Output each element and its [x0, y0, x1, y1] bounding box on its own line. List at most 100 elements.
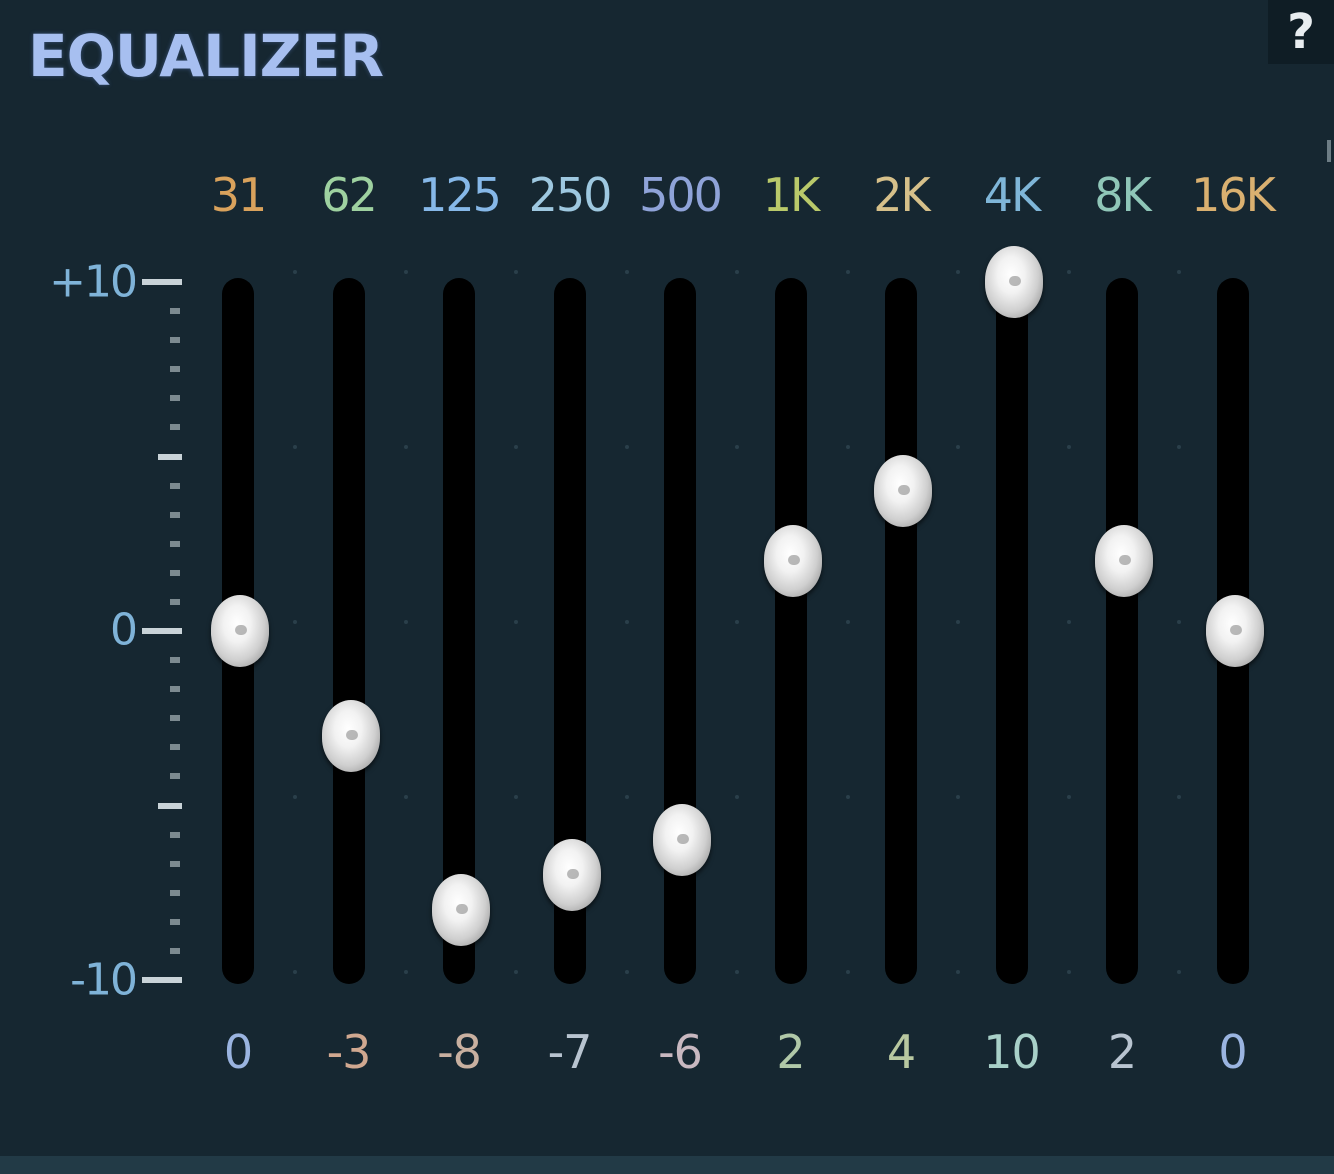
band-freq-label: 62 [321, 168, 378, 222]
grid-dot [293, 620, 298, 624]
scale-mid-tick [158, 453, 182, 460]
scale-minor-tick [170, 511, 180, 518]
band-freq-label: 500 [639, 168, 723, 222]
band-freq-label: 250 [528, 168, 613, 222]
grid-dot [403, 445, 408, 449]
grid-dot [1177, 795, 1182, 799]
grid-dot [514, 795, 519, 799]
grid-dot [624, 270, 629, 274]
grid-dot [624, 620, 629, 624]
grid-dot [1066, 620, 1071, 624]
scale-mid-tick [158, 802, 182, 809]
grid-dot [735, 795, 740, 799]
band-freq-label: 16K [1191, 168, 1276, 222]
band-value-label: 0 [1218, 1025, 1247, 1079]
grid-dot [956, 795, 961, 799]
band-slider-track[interactable] [885, 278, 917, 984]
scale-minor-tick [170, 773, 180, 780]
grid-dot [956, 270, 961, 274]
band-freq-label: 4K [983, 168, 1041, 222]
scale-minor-tick [170, 540, 180, 547]
grid-dot [624, 795, 629, 799]
scale-minor-tick [170, 831, 180, 838]
scale-major-tick [142, 628, 182, 634]
band-slider-knob[interactable] [763, 525, 822, 598]
grid-dot [293, 270, 298, 274]
band-freq-label: 2K [873, 168, 930, 222]
grid-dot [1177, 445, 1182, 449]
scale-minor-tick [170, 657, 180, 664]
bottom-bar [0, 1156, 1334, 1174]
grid-dot [624, 970, 629, 974]
band-value-label: -6 [658, 1025, 703, 1079]
band-value-label: -7 [547, 1025, 593, 1079]
grid-dot [1177, 270, 1182, 274]
db-label-min: -10 [70, 954, 138, 1006]
band-slider-knob[interactable] [432, 874, 490, 947]
equalizer-title: EQUALIZER [28, 22, 384, 90]
band-freq-label: 1K [762, 168, 820, 222]
grid-dot [403, 970, 408, 974]
grid-dot [1177, 970, 1182, 974]
scale-minor-tick [170, 947, 180, 954]
db-label-zero: 0 [110, 604, 138, 656]
scale-minor-tick [170, 308, 180, 315]
grid-dot [845, 270, 850, 274]
band-freq-label: 31 [210, 168, 268, 222]
grid-dot [845, 620, 850, 624]
grid-dot [735, 970, 740, 974]
scale-minor-tick [170, 715, 180, 722]
scale-minor-tick [170, 744, 180, 751]
band-slider-knob[interactable] [542, 839, 601, 912]
band-value-label: 10 [983, 1025, 1041, 1079]
scale-major-tick [142, 977, 182, 983]
scale-minor-tick [170, 598, 180, 605]
help-button[interactable]: ? [1268, 0, 1334, 64]
grid-dot [293, 445, 298, 449]
band-slider-track[interactable] [443, 278, 475, 984]
grid-dot [514, 970, 519, 974]
band-value-label: 2 [776, 1025, 805, 1079]
band-slider-track[interactable] [664, 278, 696, 984]
band-slider-knob[interactable] [874, 455, 932, 528]
band-slider-knob[interactable] [1205, 595, 1264, 667]
band-slider-track[interactable] [995, 278, 1028, 984]
band-value-label: -3 [326, 1025, 372, 1079]
grid-dot [1066, 970, 1071, 974]
scale-minor-tick [170, 337, 180, 344]
scale-minor-tick [170, 889, 180, 896]
scale-minor-tick [170, 395, 180, 402]
grid-dot [845, 795, 850, 799]
scale-minor-tick [170, 366, 180, 373]
grid-dot [514, 445, 519, 449]
grid-dot [1066, 795, 1071, 799]
grid-dot [514, 620, 519, 624]
band-slider-track[interactable] [332, 278, 365, 984]
grid-dot [403, 270, 408, 274]
band-slider-knob[interactable] [321, 699, 380, 772]
scale-minor-tick [170, 918, 180, 925]
grid-dot [1177, 620, 1182, 624]
band-slider-knob[interactable] [1095, 525, 1153, 598]
grid-dot [514, 270, 519, 274]
band-value-label: -8 [437, 1025, 482, 1079]
resize-handle[interactable] [1327, 140, 1331, 162]
band-slider-track[interactable] [774, 278, 807, 984]
band-slider-knob[interactable] [211, 595, 269, 667]
band-freq-label: 8K [1094, 168, 1151, 222]
grid-dot [956, 445, 961, 449]
scale-minor-tick [170, 424, 180, 431]
band-freq-label: 125 [418, 168, 502, 222]
scale-minor-tick [170, 482, 180, 489]
scale-minor-tick [170, 686, 180, 693]
grid-dot [845, 970, 850, 974]
band-slider-knob[interactable] [653, 804, 711, 877]
grid-dot [1066, 270, 1071, 274]
grid-dot [956, 970, 961, 974]
grid-dot [735, 270, 740, 274]
scale-major-tick [142, 279, 182, 285]
band-slider-knob[interactable] [984, 246, 1043, 318]
band-slider-track[interactable] [1106, 278, 1138, 984]
grid-dot [624, 445, 629, 449]
